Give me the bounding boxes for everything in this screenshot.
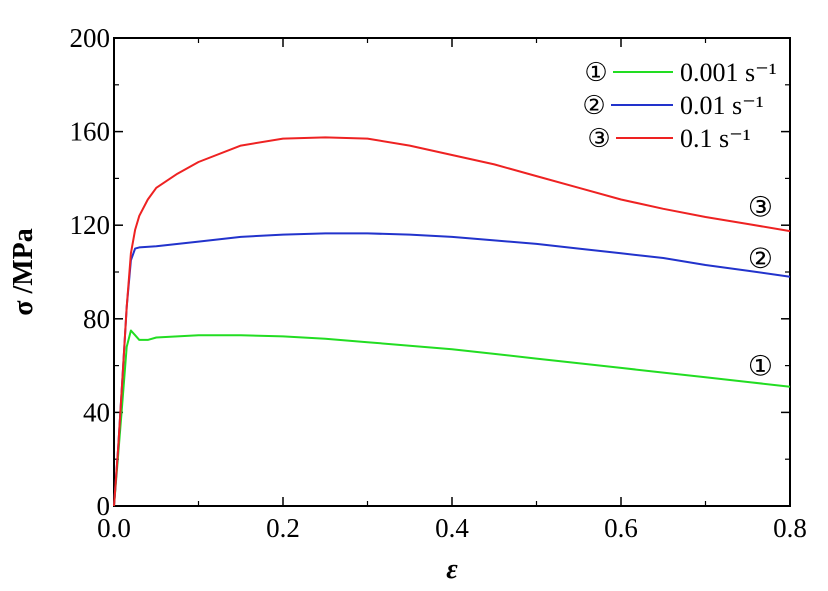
legend-label-2: 0.01 s⁻¹ bbox=[680, 91, 764, 120]
y-tick-label: 40 bbox=[83, 397, 110, 427]
y-tick-label: 0 bbox=[97, 491, 111, 521]
curve-labels: ③ ② ① bbox=[748, 190, 773, 382]
series-line-2 bbox=[113, 232, 791, 507]
x-tick-label: 0.6 bbox=[604, 513, 638, 543]
legend-marker-1: ① bbox=[584, 58, 607, 88]
series-line-1 bbox=[113, 329, 791, 507]
y-tick-label: 200 bbox=[70, 23, 111, 53]
x-tick-label: 0.2 bbox=[266, 513, 300, 543]
legend-label-1: 0.001 s⁻¹ bbox=[680, 58, 777, 87]
curve-label-2: ② bbox=[748, 242, 773, 275]
curve-label-1: ③ bbox=[748, 190, 773, 223]
legend-marker-3: ③ bbox=[587, 124, 610, 154]
x-axis-title: ε bbox=[446, 554, 458, 585]
y-axis-title: σ /MPa bbox=[8, 228, 39, 316]
legend-marker-2: ② bbox=[582, 91, 605, 121]
curve-label-3: ① bbox=[748, 350, 773, 383]
legend-label-3: 0.1 s⁻¹ bbox=[680, 124, 751, 153]
x-tick-label: 0.8 bbox=[773, 513, 807, 543]
y-tick-label: 120 bbox=[70, 210, 111, 240]
x-tick-label: 0.4 bbox=[435, 513, 469, 543]
x-tick-label: 0.0 bbox=[97, 513, 131, 543]
axis-ticks: 0.0 0.2 0.4 0.6 0.8 0 40 80 120 160 200 bbox=[70, 23, 807, 543]
legend: ① 0.001 s⁻¹ ② 0.01 s⁻¹ ③ 0.1 s⁻¹ bbox=[582, 58, 776, 154]
series-curves bbox=[113, 136, 791, 507]
y-tick-label: 80 bbox=[83, 304, 110, 334]
series-line-3 bbox=[113, 136, 791, 507]
y-tick-label: 160 bbox=[70, 117, 111, 147]
